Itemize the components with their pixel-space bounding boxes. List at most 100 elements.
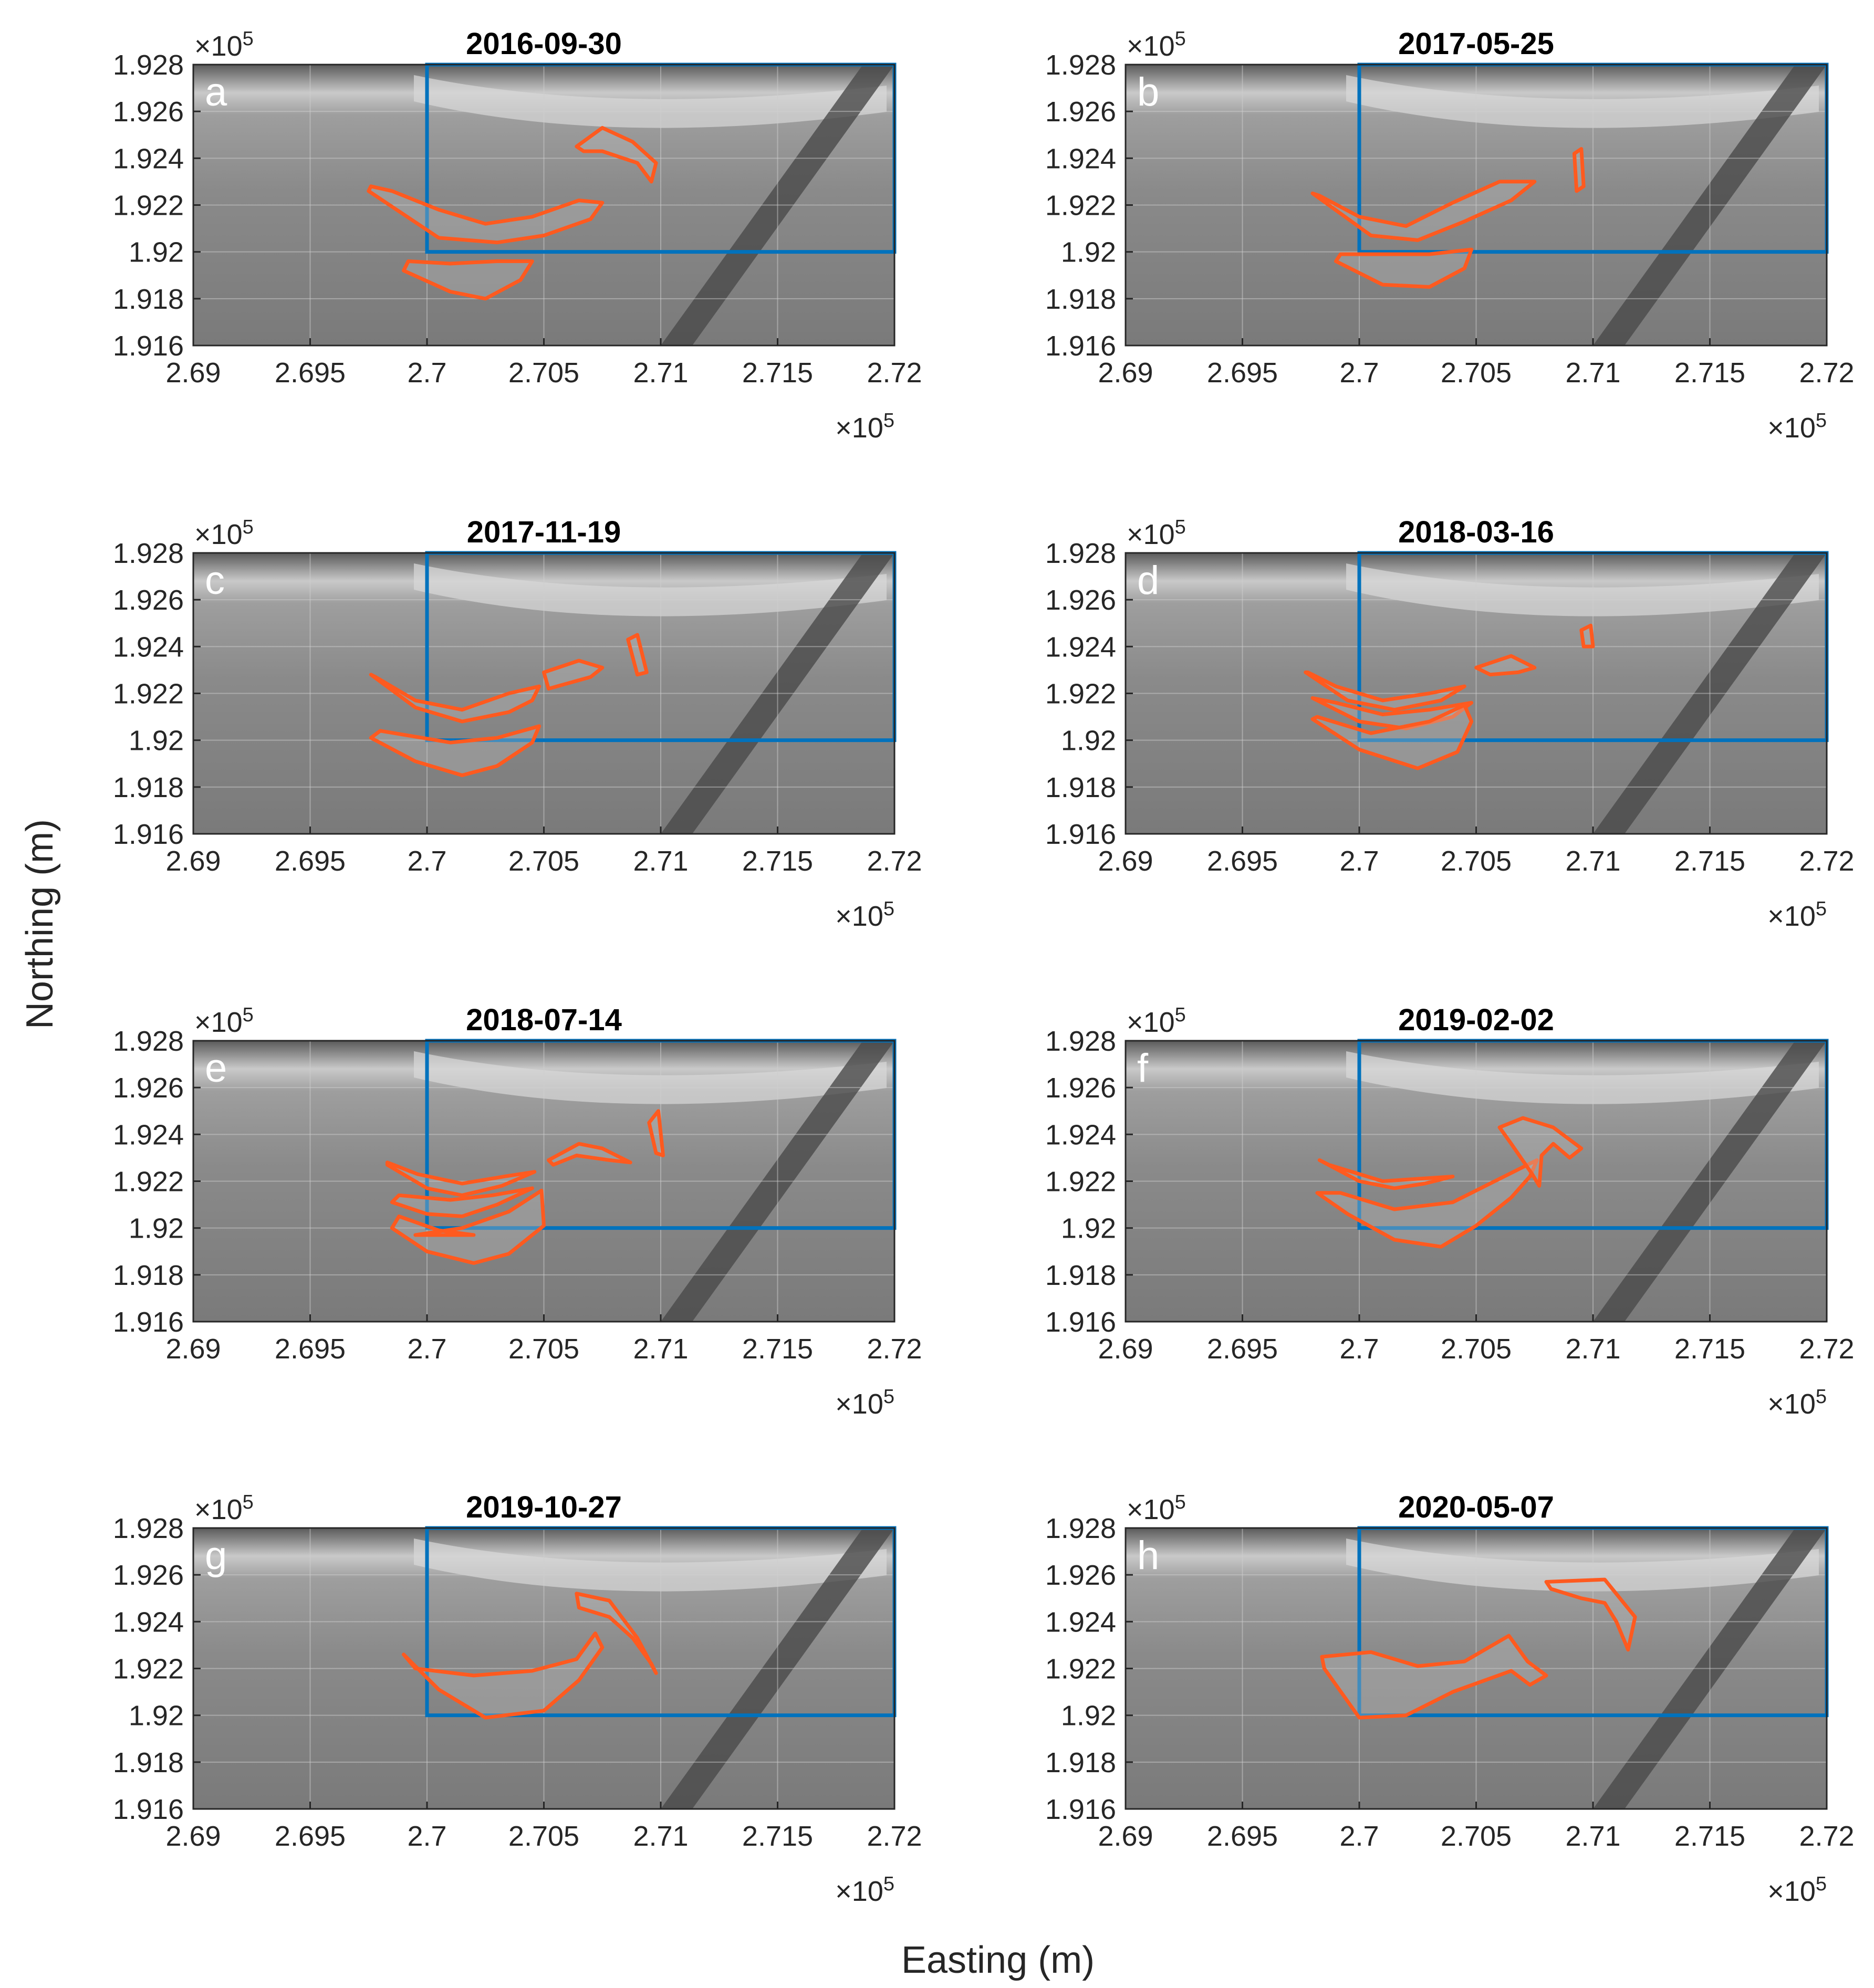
y-tick-label: 1.922 — [1045, 678, 1116, 710]
y-tick-label: 1.928 — [1045, 1513, 1116, 1544]
y-exponent-power: 5 — [243, 516, 254, 538]
shoreline-band — [414, 1539, 887, 1592]
y-tick-label: 1.918 — [1045, 284, 1116, 315]
x-tick-label: 2.69 — [1098, 1820, 1153, 1852]
y-tick-label: 1.92 — [129, 1700, 184, 1732]
panel-title: 2018-03-16 — [1398, 515, 1554, 549]
y-tick-label: 1.922 — [113, 678, 184, 710]
x-tick-label: 2.705 — [1441, 845, 1512, 877]
y-tick-label: 1.916 — [1045, 1306, 1116, 1338]
y-tick-label: 1.918 — [1045, 772, 1116, 803]
x-tick-label: 2.695 — [1207, 845, 1278, 877]
x-tick-label: 2.705 — [1441, 357, 1512, 389]
sandbar-outline — [1304, 670, 1466, 712]
shoreline-band — [1346, 1539, 1819, 1592]
y-exponent-power: 5 — [1175, 1004, 1186, 1026]
y-exponent-label: ×105 — [194, 516, 254, 550]
x-tick-label: 2.69 — [1098, 845, 1153, 877]
x-tick-label: 2.715 — [1674, 845, 1745, 877]
y-exponent-label: ×105 — [194, 1004, 254, 1038]
sandbar-outline — [1544, 1577, 1637, 1652]
y-tick-label: 1.924 — [1045, 143, 1116, 174]
panel-g: 2.69 2.695 2.7 2.705 2.71 2.715 2.72 1.928 1.926… — [113, 1490, 922, 1907]
x-exponent-label: ×105 — [835, 1873, 894, 1907]
sandbar-outline — [1334, 247, 1474, 289]
panel-letter: a — [205, 70, 227, 114]
shoreline-band — [1346, 563, 1819, 616]
y-tick-label: 1.928 — [113, 538, 184, 569]
x-tick-label: 2.72 — [1799, 357, 1854, 389]
panel-title: 2016-09-30 — [466, 27, 622, 61]
panel-e: 2.69 2.695 2.7 2.705 2.71 2.715 2.72 1.928 1.926… — [113, 1003, 922, 1420]
x-tick-label: 2.72 — [1799, 1333, 1854, 1365]
panel-c: 2.69 2.695 2.7 2.705 2.71 2.715 2.72 1.928 1.926… — [113, 515, 922, 932]
sandbar-outline — [390, 1188, 546, 1265]
panel-f: 2.69 2.695 2.7 2.705 2.71 2.715 2.72 1.928 1.926… — [1045, 1003, 1855, 1420]
y-tick-label: 1.92 — [1061, 725, 1116, 757]
x-tick-label: 2.69 — [1098, 357, 1153, 389]
shoreline-band — [414, 1051, 887, 1104]
panel-b: 2.69 2.695 2.7 2.705 2.71 2.715 2.72 1.928 1.926… — [1045, 27, 1855, 444]
x-exponent-label: ×105 — [835, 1386, 894, 1420]
panel-letter: h — [1137, 1533, 1159, 1578]
y-tick-label: 1.924 — [1045, 1119, 1116, 1150]
x-tick-label: 2.695 — [275, 845, 346, 877]
shoreline-band — [414, 75, 887, 128]
y-tick-label: 1.916 — [1045, 330, 1116, 362]
x-tick-label: 2.7 — [1339, 1333, 1379, 1365]
y-tick-label: 1.916 — [1045, 819, 1116, 850]
panel-title: 2019-10-27 — [466, 1490, 622, 1524]
sandbar-outline — [1310, 703, 1474, 770]
x-exponent-power: 5 — [883, 1386, 894, 1408]
y-exponent-power: 5 — [243, 1004, 254, 1026]
y-exponent-label: ×105 — [194, 1491, 254, 1525]
x-exponent-power: 5 — [1816, 1386, 1827, 1408]
x-tick-label: 2.695 — [275, 1333, 346, 1365]
y-tick-label: 1.918 — [113, 1747, 184, 1778]
x-tick-label: 2.71 — [1565, 357, 1620, 389]
y-tick-label: 1.922 — [1045, 190, 1116, 222]
x-tick-label: 2.715 — [742, 1820, 813, 1852]
sandbar-outline — [1497, 1116, 1584, 1188]
x-tick-label: 2.72 — [1799, 845, 1854, 877]
panel-letter: f — [1137, 1046, 1149, 1091]
x-tick-label: 2.71 — [1565, 1820, 1620, 1852]
x-tick-label: 2.71 — [1565, 1333, 1620, 1365]
y-tick-label: 1.924 — [113, 631, 184, 663]
x-tick-label: 2.69 — [165, 1820, 221, 1852]
y-tick-label: 1.916 — [113, 819, 184, 850]
y-exponent-label: ×105 — [1127, 1491, 1186, 1525]
sandbar-outline — [1320, 1634, 1548, 1720]
x-tick-label: 2.69 — [165, 845, 221, 877]
x-tick-label: 2.69 — [165, 357, 221, 389]
y-tick-label: 1.926 — [1045, 1072, 1116, 1104]
x-tick-label: 2.72 — [1799, 1820, 1854, 1852]
y-tick-label: 1.918 — [113, 284, 184, 315]
sandbar-outline — [402, 1631, 605, 1720]
sandbar-outline — [367, 184, 605, 245]
y-tick-label: 1.92 — [129, 1213, 184, 1244]
sandbar-outline — [546, 1142, 632, 1167]
x-exponent-power: 5 — [883, 1873, 894, 1895]
shoreline-band — [414, 563, 887, 616]
x-tick-label: 2.705 — [508, 845, 579, 877]
y-tick-label: 1.92 — [1061, 1700, 1116, 1732]
y-tick-label: 1.916 — [113, 1306, 184, 1338]
sandbar-outline — [1310, 180, 1537, 242]
shoreline-band — [1346, 1051, 1819, 1104]
y-tick-label: 1.92 — [1061, 237, 1116, 268]
x-tick-label: 2.695 — [1207, 1820, 1278, 1852]
sandbar-outline — [1317, 1158, 1455, 1190]
panel-title: 2019-02-02 — [1398, 1003, 1554, 1037]
y-exponent-power: 5 — [1175, 1491, 1186, 1513]
x-exponent-power: 5 — [883, 410, 894, 432]
panel-h: 2.69 2.695 2.7 2.705 2.71 2.715 2.72 1.928 1.926… — [1045, 1490, 1855, 1907]
x-tick-label: 2.69 — [1098, 1333, 1153, 1365]
x-tick-label: 2.72 — [867, 1333, 922, 1365]
y-tick-label: 1.916 — [113, 1794, 184, 1825]
x-tick-label: 2.695 — [1207, 357, 1278, 389]
y-tick-label: 1.926 — [1045, 1560, 1116, 1591]
y-exponent-power: 5 — [243, 1491, 254, 1513]
x-tick-label: 2.695 — [275, 357, 346, 389]
y-tick-label: 1.928 — [1045, 49, 1116, 81]
